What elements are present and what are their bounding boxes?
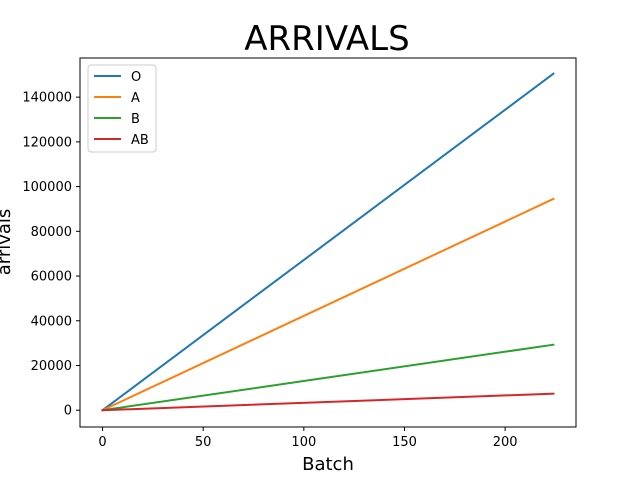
legend-label-a: A xyxy=(131,91,140,106)
y-axis: 0 20000 40000 60000 80000 100000 120000 140000 xyxy=(22,91,80,419)
x-tick-label: 100 xyxy=(291,435,316,450)
series-line-ab xyxy=(101,392,555,412)
series-layer xyxy=(101,72,555,412)
y-tick-label: 40000 xyxy=(31,314,72,329)
series-line-a xyxy=(101,197,555,412)
x-axis-label: Batch xyxy=(302,454,354,475)
y-tick-label: 20000 xyxy=(31,359,72,374)
y-axis-label: arrivals xyxy=(0,209,15,276)
x-tick-label: 50 xyxy=(195,435,212,450)
y-tick-label: 60000 xyxy=(31,270,72,285)
plot-frame xyxy=(79,57,577,428)
legend-label-o: O xyxy=(131,70,141,85)
x-tick-label: 150 xyxy=(392,435,417,450)
series-line-o xyxy=(101,72,555,412)
y-tick-label: 0 xyxy=(64,404,72,419)
y-tick-label: 140000 xyxy=(22,91,72,106)
legend-box xyxy=(87,64,157,153)
chart-title: ARRIVALS xyxy=(244,19,409,59)
x-axis: 0 50 100 150 200 xyxy=(98,427,518,450)
legend-label-ab: AB xyxy=(131,133,149,148)
y-tick-label: 120000 xyxy=(22,135,72,150)
legend-label-b: B xyxy=(131,112,140,127)
x-tick-label: 0 xyxy=(98,435,106,450)
series-line-b xyxy=(101,343,555,412)
y-tick-label: 80000 xyxy=(31,225,72,240)
y-tick-label: 100000 xyxy=(22,180,72,195)
x-tick-label: 200 xyxy=(493,435,518,450)
